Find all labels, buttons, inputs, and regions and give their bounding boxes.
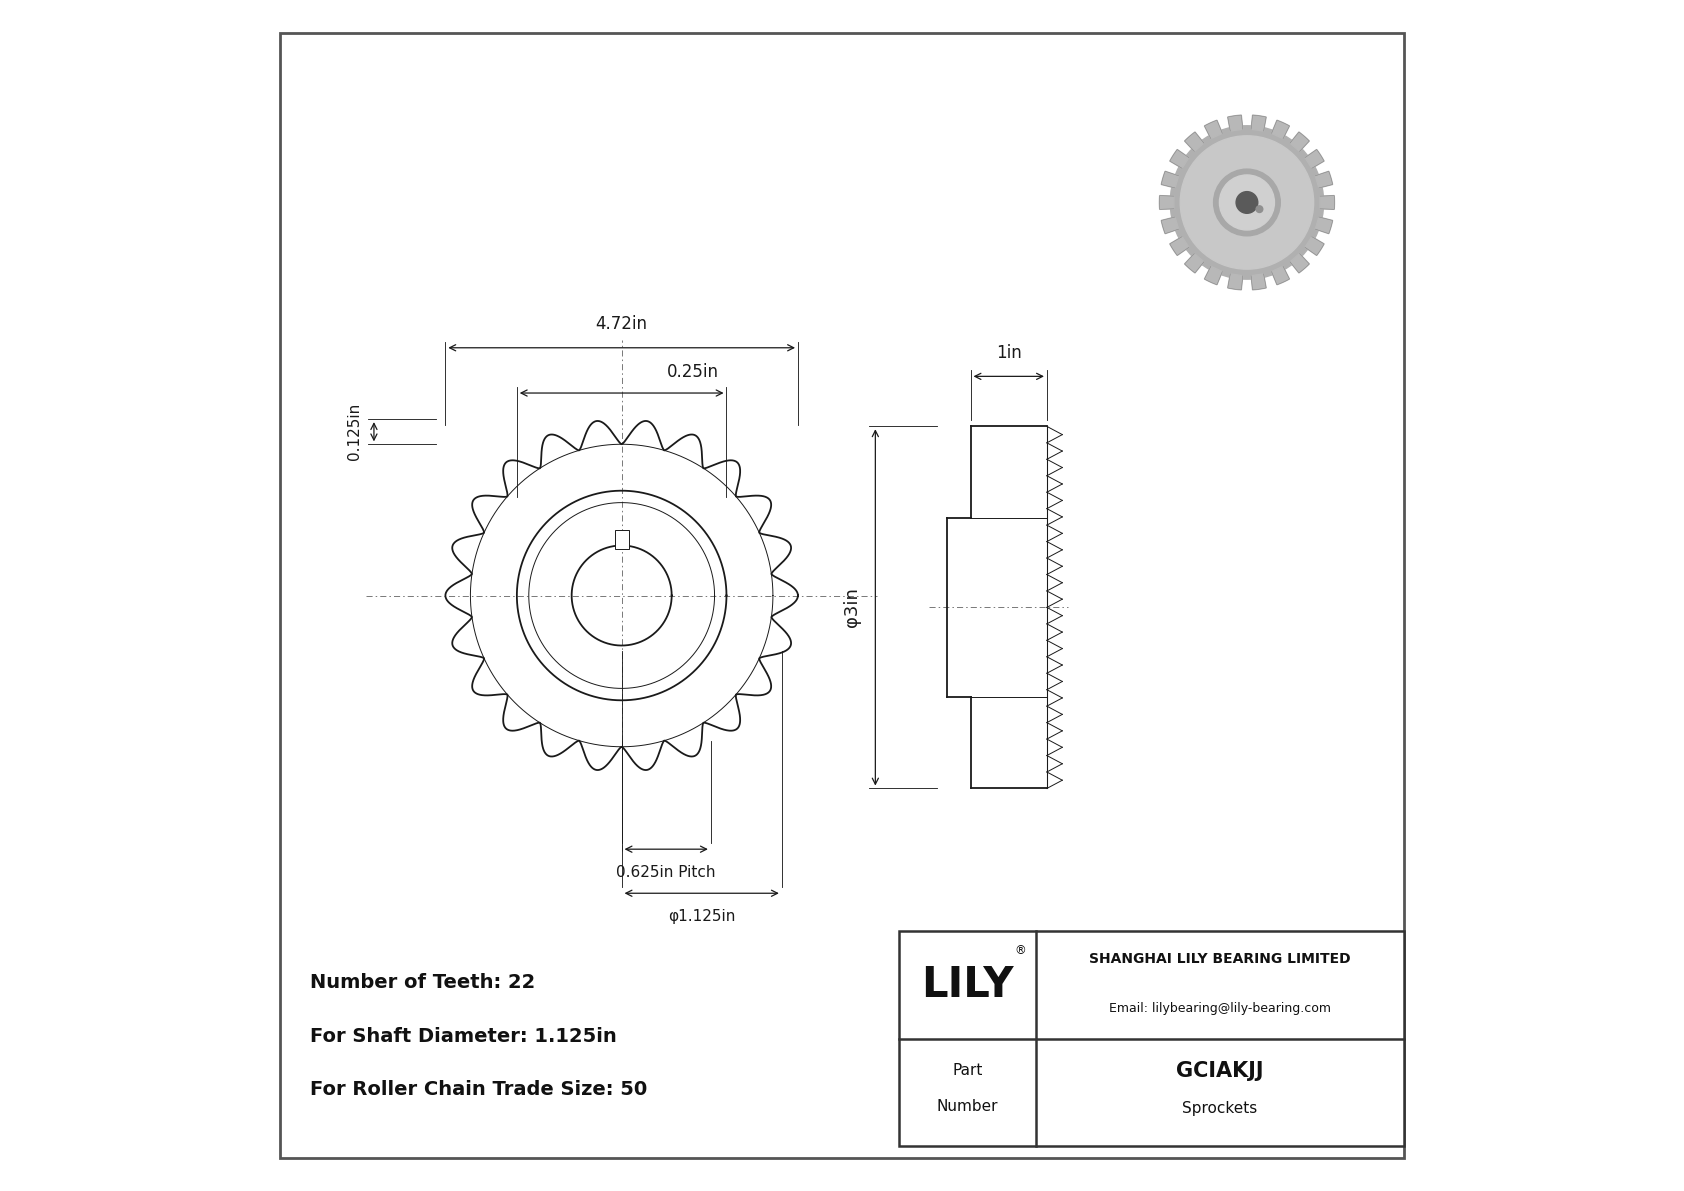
Circle shape bbox=[1214, 169, 1280, 236]
Text: 4.72in: 4.72in bbox=[596, 316, 648, 333]
Text: 0.125in: 0.125in bbox=[347, 403, 362, 461]
Polygon shape bbox=[1290, 254, 1308, 273]
Polygon shape bbox=[1305, 237, 1324, 255]
Text: Sprockets: Sprockets bbox=[1182, 1102, 1258, 1116]
Polygon shape bbox=[1170, 150, 1189, 168]
Polygon shape bbox=[1170, 237, 1189, 255]
Polygon shape bbox=[1204, 120, 1223, 138]
Text: φ3in: φ3in bbox=[844, 587, 861, 628]
Bar bbox=[615, 530, 628, 549]
Text: 1in: 1in bbox=[995, 344, 1022, 362]
Polygon shape bbox=[1159, 195, 1174, 210]
Text: 0.625in Pitch: 0.625in Pitch bbox=[616, 865, 716, 880]
Polygon shape bbox=[1228, 116, 1243, 131]
Text: 0.25in: 0.25in bbox=[667, 363, 719, 381]
Text: ®: ® bbox=[1014, 944, 1026, 956]
Polygon shape bbox=[1184, 254, 1204, 273]
Text: GCIAKJJ: GCIAKJJ bbox=[1175, 1061, 1263, 1080]
Circle shape bbox=[1236, 192, 1258, 213]
Polygon shape bbox=[1290, 132, 1308, 151]
Polygon shape bbox=[1204, 267, 1223, 285]
Polygon shape bbox=[1228, 274, 1243, 289]
Polygon shape bbox=[1271, 120, 1290, 138]
Circle shape bbox=[1170, 126, 1324, 279]
Polygon shape bbox=[1251, 274, 1266, 289]
Text: For Shaft Diameter: 1.125in: For Shaft Diameter: 1.125in bbox=[310, 1027, 616, 1046]
Circle shape bbox=[1219, 175, 1275, 230]
Text: LILY: LILY bbox=[921, 964, 1014, 1006]
Polygon shape bbox=[1271, 267, 1290, 285]
Text: φ1.125in: φ1.125in bbox=[669, 909, 736, 924]
Circle shape bbox=[1180, 136, 1314, 269]
Text: Part: Part bbox=[951, 1064, 982, 1078]
Polygon shape bbox=[1162, 172, 1179, 188]
Text: For Roller Chain Trade Size: 50: For Roller Chain Trade Size: 50 bbox=[310, 1080, 647, 1099]
Text: Number of Teeth: 22: Number of Teeth: 22 bbox=[310, 973, 536, 992]
Polygon shape bbox=[1251, 116, 1266, 131]
Circle shape bbox=[1256, 206, 1263, 212]
Text: SHANGHAI LILY BEARING LIMITED: SHANGHAI LILY BEARING LIMITED bbox=[1090, 952, 1351, 966]
Text: Email: lilybearing@lily-bearing.com: Email: lilybearing@lily-bearing.com bbox=[1108, 1003, 1330, 1015]
Polygon shape bbox=[1315, 172, 1332, 188]
Polygon shape bbox=[1162, 217, 1179, 233]
Bar bbox=[899, 931, 1404, 1146]
Polygon shape bbox=[1315, 217, 1332, 233]
Polygon shape bbox=[1184, 132, 1204, 151]
Polygon shape bbox=[1320, 195, 1334, 210]
Polygon shape bbox=[1305, 150, 1324, 168]
Text: Number: Number bbox=[936, 1099, 999, 1114]
